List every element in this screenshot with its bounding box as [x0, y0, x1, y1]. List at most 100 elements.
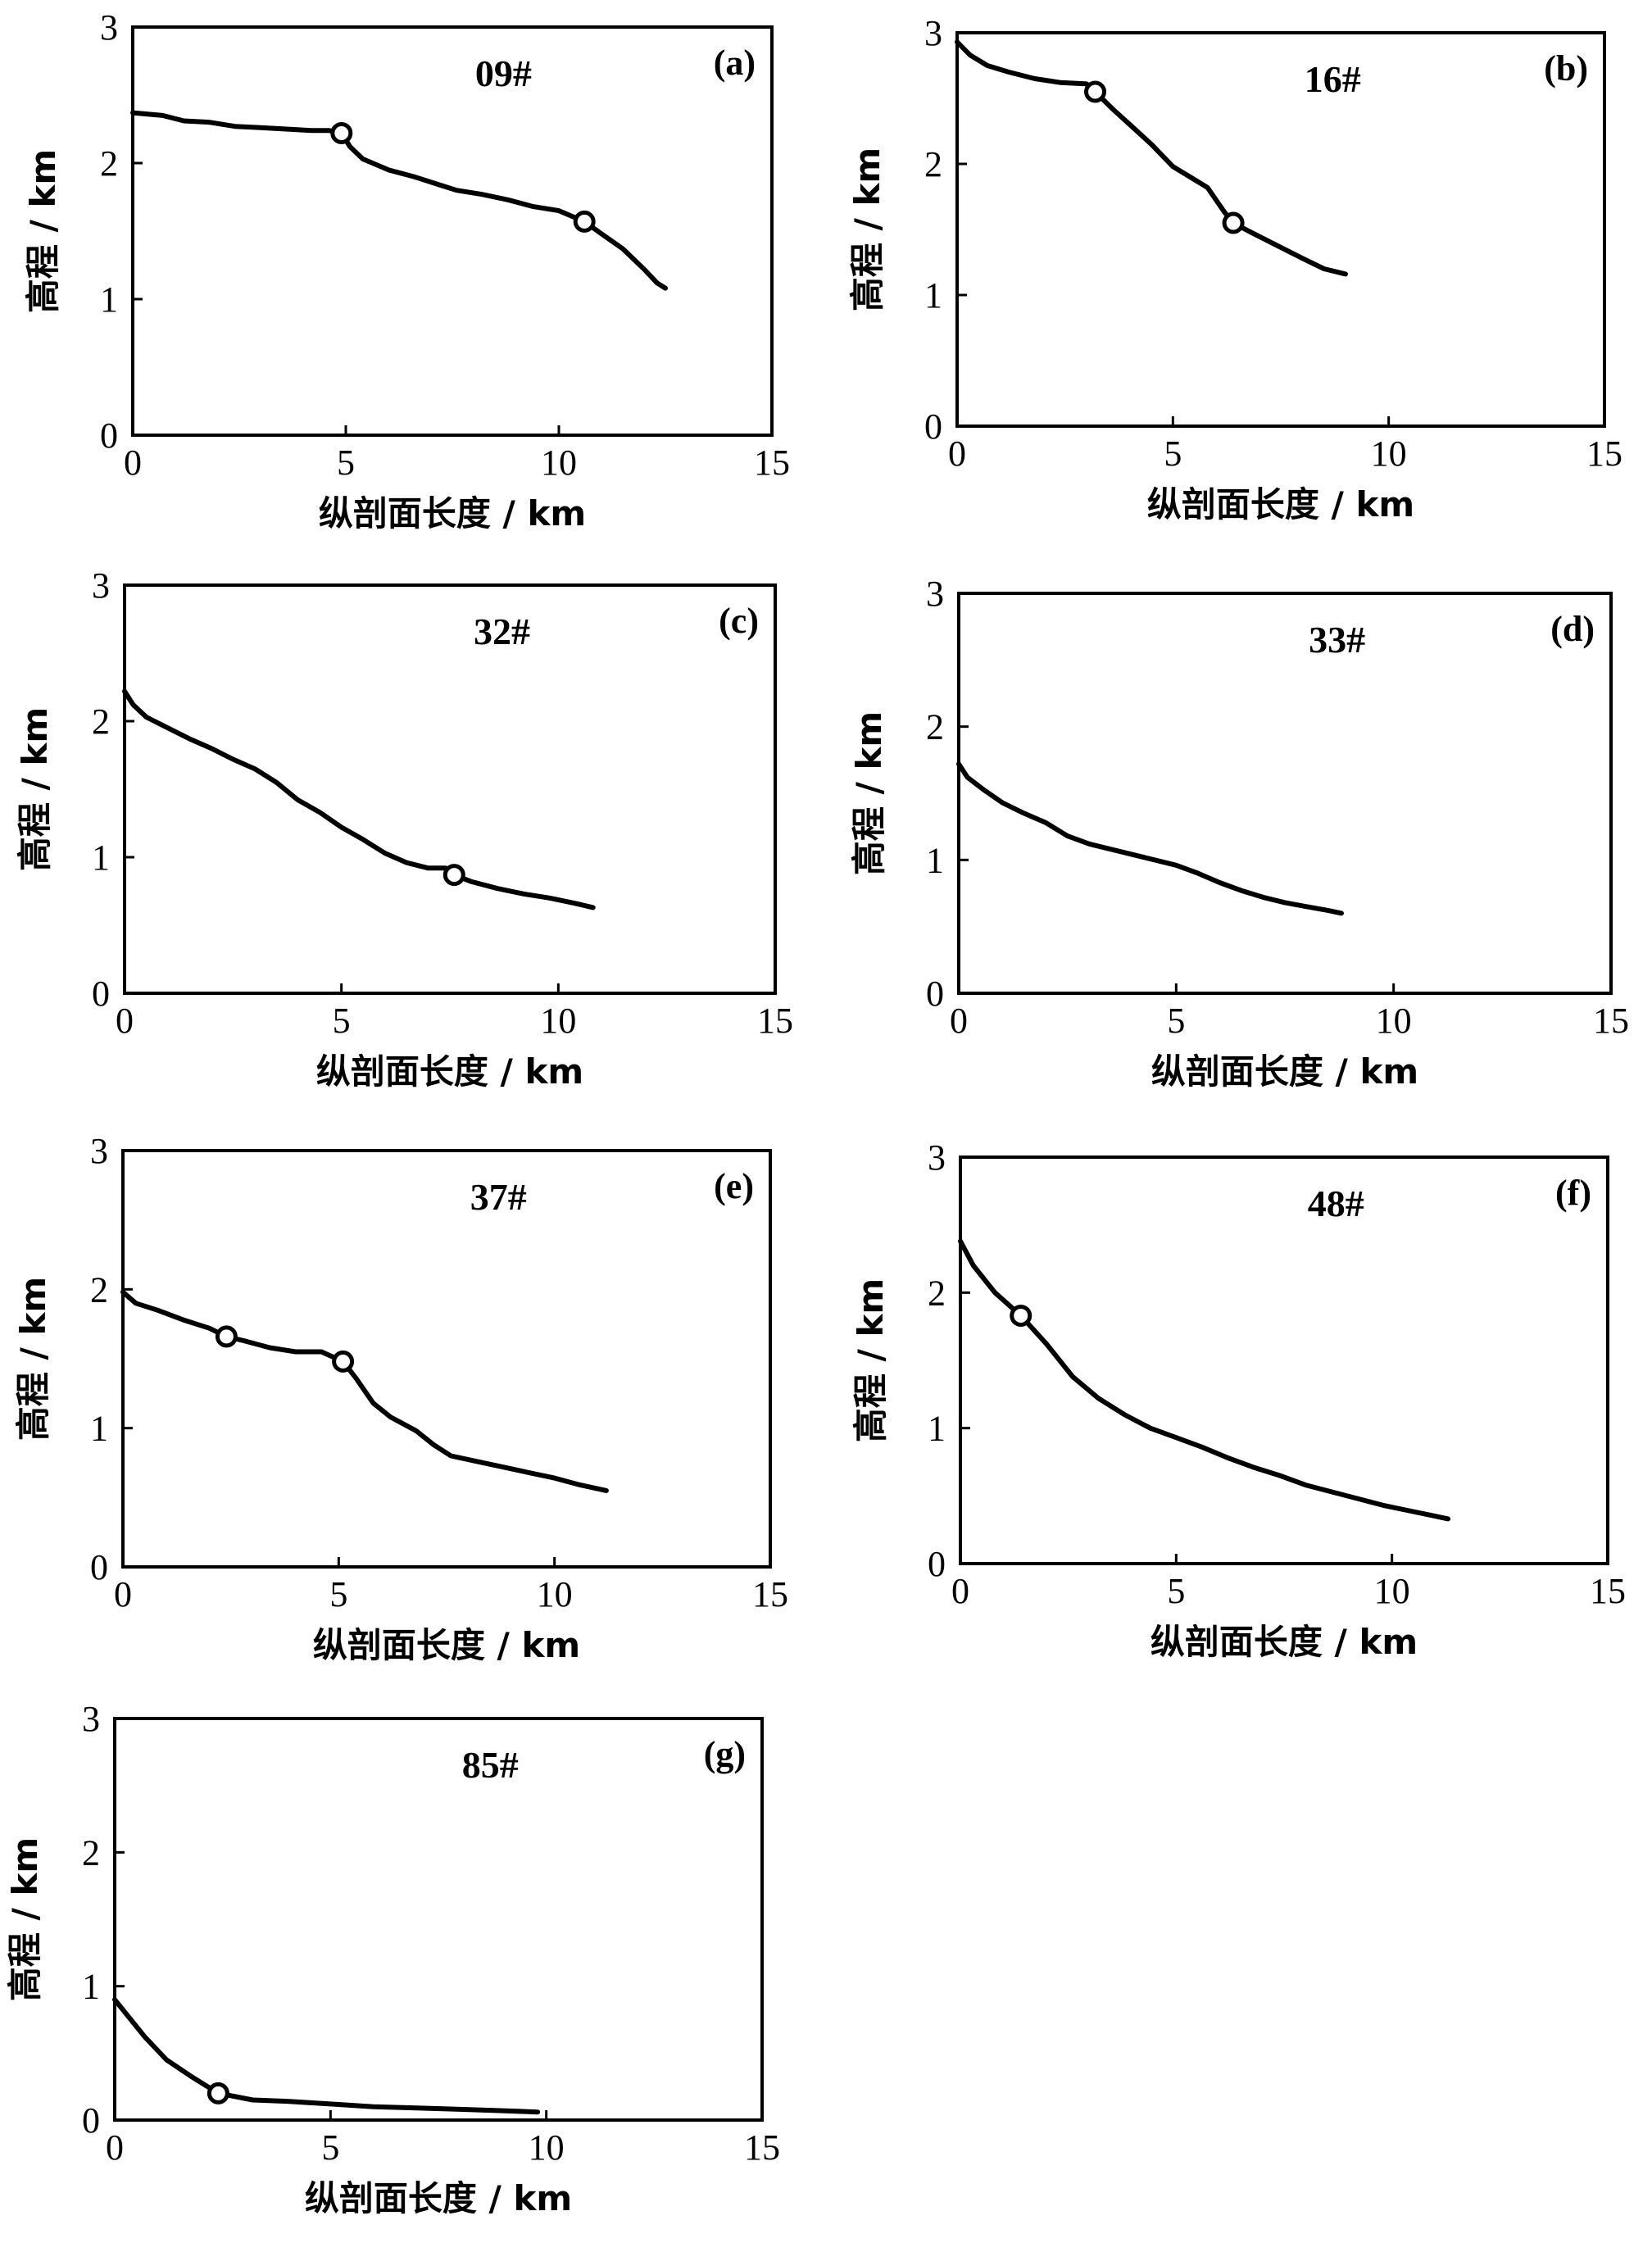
x-tick-label: 10	[1376, 1001, 1412, 1041]
panel-a: 0 5 10 15 0 1 2 3 纵剖面长度 / km 高程 / km 09# (a)	[23, 7, 790, 533]
y-tick-label: 0	[924, 406, 942, 447]
x-tick-label: 5	[1164, 434, 1182, 474]
x-axis-label: 纵剖面长度 / km	[1147, 484, 1414, 524]
profile-line	[112, 1997, 541, 2115]
profile-line	[130, 110, 668, 291]
y-tick-label: 3	[92, 565, 110, 606]
panel-title: 37#	[470, 1176, 527, 1218]
y-tick-label: 2	[924, 144, 942, 184]
y-tick-label: 0	[82, 2100, 100, 2141]
profile-line	[958, 1238, 1451, 1522]
panel-title: 85#	[462, 1744, 519, 1786]
y-axis-label: 高程 / km	[13, 1277, 53, 1441]
x-tick-label: 10	[1374, 1571, 1410, 1611]
knickpoint-marker	[330, 121, 353, 144]
y-tick-label: 3	[926, 574, 944, 614]
y-tick-label: 1	[928, 1409, 946, 1449]
knickpoint-marker	[206, 2082, 229, 2104]
x-tick-label: 5	[1167, 1571, 1185, 1611]
x-tick-label: 0	[116, 1001, 134, 1041]
x-tick-label: 15	[752, 1574, 788, 1614]
y-tick-label: 2	[926, 707, 944, 747]
knickpoint-marker	[332, 1350, 355, 1373]
panel-title: 09#	[475, 52, 532, 94]
y-tick-label: 2	[90, 1269, 108, 1310]
x-tick-label: 15	[1590, 1571, 1626, 1611]
y-tick-label: 0	[926, 974, 944, 1014]
panel-c: 0 5 10 15 0 1 2 3 纵剖面长度 / km 高程 / km 32# (c)	[15, 565, 793, 1092]
x-tick-label: 5	[321, 2127, 339, 2168]
x-tick-label: 5	[329, 1574, 347, 1614]
y-tick-label: 0	[100, 415, 118, 456]
y-tick-label: 3	[928, 1137, 946, 1178]
y-tick-label: 3	[82, 1699, 100, 1739]
knickpoint-marker	[442, 864, 465, 887]
y-axis-label: 高程 / km	[15, 707, 55, 871]
panel-g: 0 5 10 15 0 1 2 3 纵剖面长度 / km 高程 / km 85# (g)	[5, 1699, 780, 2218]
knickpoint-marker	[1084, 80, 1107, 103]
plot-frame	[955, 31, 1606, 428]
y-tick-label: 3	[90, 1131, 108, 1171]
x-axis-label: 纵剖面长度 / km	[319, 493, 586, 533]
panel-title: 16#	[1305, 58, 1361, 100]
y-tick-label: 3	[924, 13, 942, 53]
x-tick-label: 0	[114, 1574, 132, 1614]
x-tick-label: 15	[1593, 1001, 1629, 1041]
panel-title: 48#	[1308, 1183, 1364, 1224]
x-axis-label: 纵剖面长度 / km	[316, 1051, 583, 1092]
x-tick-label: 0	[950, 1001, 968, 1041]
knickpoint-marker	[1222, 211, 1245, 234]
x-tick-label: 15	[744, 2127, 780, 2168]
x-tick-label: 5	[333, 1001, 351, 1041]
panel-label: (e)	[714, 1166, 754, 1206]
panel-label: (d)	[1550, 609, 1595, 649]
y-tick-label: 0	[92, 974, 110, 1014]
x-tick-label: 5	[337, 443, 355, 483]
y-tick-label: 1	[90, 1409, 108, 1449]
plot-frame	[123, 583, 777, 995]
y-tick-label: 1	[100, 279, 118, 320]
y-tick-label: 0	[928, 1544, 946, 1584]
x-tick-label: 5	[1167, 1001, 1185, 1041]
plot-frame	[959, 1156, 1609, 1565]
x-axis-label: 纵剖面长度 / km	[1151, 1051, 1418, 1092]
panel-label: (b)	[1544, 48, 1588, 89]
x-tick-label: 10	[529, 2127, 565, 2168]
profile-line	[955, 39, 1348, 277]
panel-label: (f)	[1555, 1173, 1591, 1213]
profile-line	[120, 1289, 609, 1493]
y-tick-label: 2	[100, 143, 118, 184]
profile-line	[122, 688, 596, 910]
knickpoint-marker	[215, 1325, 238, 1348]
y-tick-label: 1	[82, 1967, 100, 2007]
panel-b: 0 5 10 15 0 1 2 3 纵剖面长度 / km 高程 / km 16# (b)	[847, 13, 1622, 524]
y-axis-label: 高程 / km	[849, 711, 889, 875]
panel-label: (a)	[714, 43, 756, 83]
plot-frame	[121, 1149, 772, 1569]
panel-label: (c)	[719, 601, 759, 641]
y-tick-label: 3	[100, 7, 118, 48]
x-axis-label: 纵剖面长度 / km	[1150, 1622, 1418, 1662]
panel-label: (g)	[704, 1734, 746, 1774]
y-tick-label: 1	[924, 275, 942, 316]
y-tick-label: 2	[92, 701, 110, 742]
x-tick-label: 0	[951, 1571, 969, 1611]
y-axis-label: 高程 / km	[847, 148, 887, 311]
x-tick-label: 10	[537, 1574, 573, 1614]
y-axis-label: 高程 / km	[23, 149, 63, 313]
panel-d: 0 5 10 15 0 1 2 3 纵剖面长度 / km 高程 / km 33# (d)	[849, 574, 1629, 1092]
panel-f: 0 5 10 15 0 1 2 3 纵剖面长度 / km 高程 / km 48# (f)	[851, 1137, 1626, 1662]
x-tick-label: 10	[541, 443, 577, 483]
plot-frame	[131, 25, 774, 437]
knickpoint-marker	[573, 210, 596, 233]
x-tick-label: 15	[757, 1001, 793, 1041]
plot-frame	[113, 1717, 764, 2122]
y-tick-label: 2	[928, 1273, 946, 1313]
panel-title: 33#	[1309, 619, 1365, 661]
y-axis-label: 高程 / km	[851, 1278, 891, 1442]
y-tick-label: 0	[90, 1547, 108, 1587]
y-tick-label: 1	[92, 838, 110, 878]
x-tick-label: 0	[106, 2127, 124, 2168]
plot-frame	[957, 592, 1613, 995]
